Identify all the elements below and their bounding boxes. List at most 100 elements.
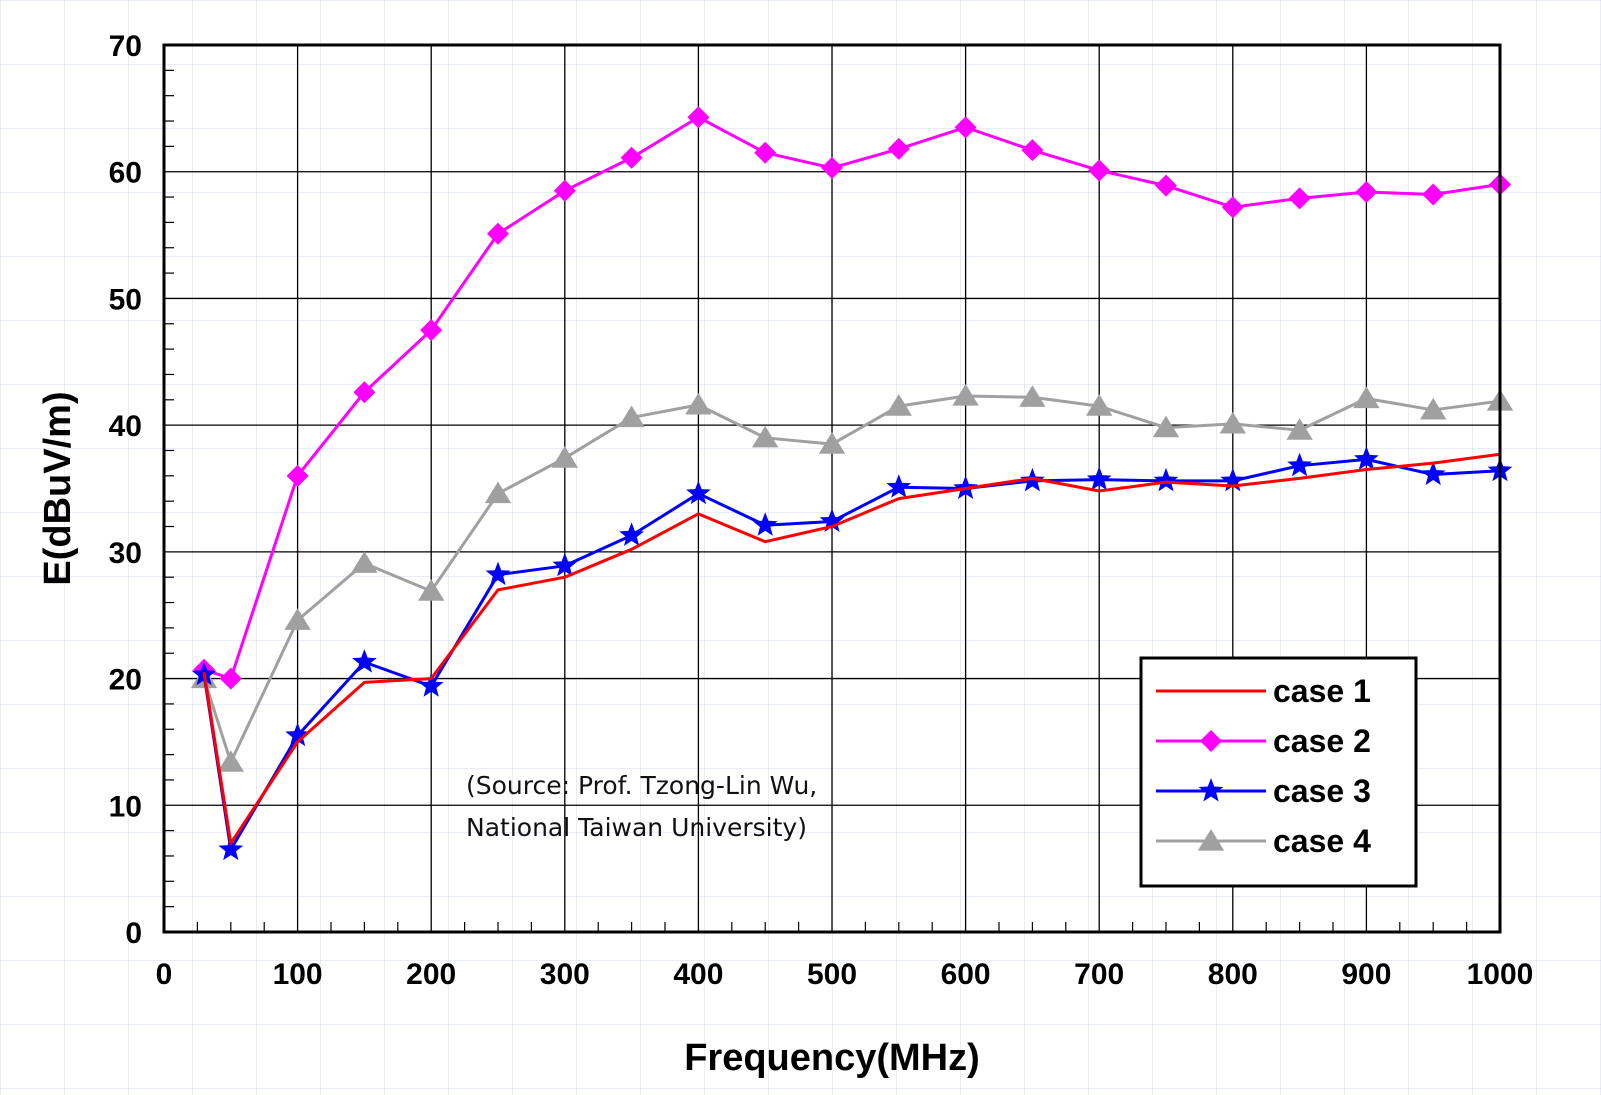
plot-frame [162, 43, 1502, 934]
data-point-case-2 [219, 667, 242, 690]
data-point-case-3 [1220, 467, 1246, 492]
legend-marker-case-3 [1198, 778, 1224, 802]
data-point-case-2 [1221, 196, 1244, 219]
legend-item-case-1: case 1 [1156, 673, 1371, 709]
data-point-case-2 [1021, 139, 1044, 162]
x-tick-label: 400 [673, 958, 723, 991]
data-point-case-4 [1152, 415, 1180, 438]
legend-marker-case-4 [1197, 829, 1225, 851]
data-point-case-3 [1086, 466, 1112, 491]
data-point-case-3 [1420, 461, 1446, 486]
data-point-case-2 [620, 146, 643, 169]
data-point-case-4 [885, 394, 912, 416]
data-point-case-2 [754, 141, 777, 164]
data-point-case-4 [217, 750, 244, 772]
legend-box [1139, 656, 1418, 888]
data-point-case-4 [484, 481, 512, 504]
data-point-case-2 [821, 156, 843, 179]
x-tick-label: 800 [1208, 958, 1258, 991]
y-tick-label: 30 [109, 537, 142, 570]
data-point-case-4 [1286, 418, 1313, 440]
legend-label-case-1: case 1 [1273, 673, 1371, 709]
data-point-case-4 [818, 432, 846, 454]
legend: case 1 case 2 case 3 case 4 [1139, 656, 1418, 888]
data-point-case-4 [1086, 394, 1113, 416]
data-point-case-3 [485, 561, 511, 586]
legend-marker-case-2 [1200, 730, 1222, 752]
data-point-case-2 [487, 222, 509, 245]
data-point-case-2 [420, 319, 443, 342]
data-point-case-3 [1153, 467, 1179, 492]
y-tick-label: 70 [109, 30, 142, 63]
data-point-case-3 [352, 649, 377, 673]
x-tick-label: 600 [941, 958, 991, 991]
data-point-case-2 [553, 179, 576, 202]
legend-item-case-4: case 4 [1156, 823, 1371, 859]
legend-label-case-4: case 4 [1273, 823, 1371, 859]
data-point-case-3 [418, 673, 444, 697]
data-point-case-3 [1354, 446, 1379, 470]
x-tick-label: 700 [1074, 958, 1124, 991]
source-note-line-2: National Taiwan University) [466, 813, 807, 842]
data-point-case-4 [418, 579, 445, 601]
legend-item-case-3: case 3 [1156, 773, 1371, 809]
data-point-case-2 [1422, 183, 1445, 206]
x-tick-label: 300 [540, 958, 590, 991]
data-point-case-4 [351, 551, 378, 573]
data-point-case-4 [752, 425, 779, 448]
x-axis-title: Frequency(MHz) [684, 1037, 980, 1079]
minor-ticks [164, 69, 1468, 932]
data-point-case-4 [952, 383, 979, 406]
data-point-case-3 [1287, 452, 1312, 477]
series-case-1 [202, 452, 1501, 845]
x-tick-label: 100 [273, 958, 323, 991]
series-case-2 [193, 106, 1511, 690]
data-point-case-4 [1420, 397, 1447, 420]
series-line-case-1 [202, 452, 1501, 845]
y-tick-label: 0 [125, 917, 142, 950]
data-point-case-2 [1155, 174, 1177, 197]
data-point-case-2 [887, 137, 910, 160]
series-case-3 [191, 446, 1513, 861]
data-point-case-4 [1019, 385, 1046, 407]
data-point-case-2 [286, 464, 309, 487]
x-tick-label: 500 [807, 958, 857, 991]
x-tick-label: 200 [406, 958, 456, 991]
data-point-case-3 [218, 836, 244, 861]
data-point-case-2 [1355, 180, 1378, 203]
data-point-case-4 [618, 405, 645, 428]
data-point-case-3 [886, 474, 912, 498]
legend-label-case-3: case 3 [1273, 773, 1371, 809]
source-note-line-1: (Source: Prof. Tzong-Lin Wu, [466, 771, 818, 800]
legend-label-case-2: case 2 [1273, 723, 1371, 759]
x-tick-label: 0 [156, 958, 173, 991]
data-point-case-4 [284, 608, 311, 630]
source-note: (Source: Prof. Tzong-Lin Wu, National Ta… [466, 765, 817, 849]
data-point-case-2 [353, 381, 376, 404]
data-point-case-4 [551, 446, 578, 468]
data-point-case-3 [686, 480, 711, 505]
data-point-case-2 [687, 106, 710, 129]
data-point-case-3 [819, 508, 845, 532]
data-point-case-3 [285, 722, 310, 747]
data-point-case-2 [1088, 159, 1111, 182]
data-point-case-2 [954, 116, 977, 139]
x-tick-label: 1000 [1467, 958, 1534, 991]
data-point-case-2 [1288, 187, 1311, 210]
series-layer [190, 106, 1514, 861]
y-tick-label: 20 [109, 664, 142, 697]
data-point-case-4 [685, 392, 712, 415]
data-point-case-3 [619, 522, 644, 546]
y-tick-label: 60 [109, 157, 142, 190]
x-tick-label: 900 [1341, 958, 1391, 991]
tick-labels: 0 100 200 300 400 500 600 700 800 900 1000 0 10 20 30 4… [109, 30, 1534, 991]
y-tick-label: 10 [109, 790, 142, 823]
y-axis-title: E(dBuV/m) [37, 391, 79, 585]
y-tick-label: 50 [109, 283, 142, 316]
data-point-case-4 [1219, 411, 1246, 434]
legend-item-case-2: case 2 [1156, 723, 1371, 759]
data-point-case-4 [1353, 386, 1380, 409]
y-tick-label: 40 [109, 410, 142, 443]
data-point-case-3 [552, 552, 578, 577]
